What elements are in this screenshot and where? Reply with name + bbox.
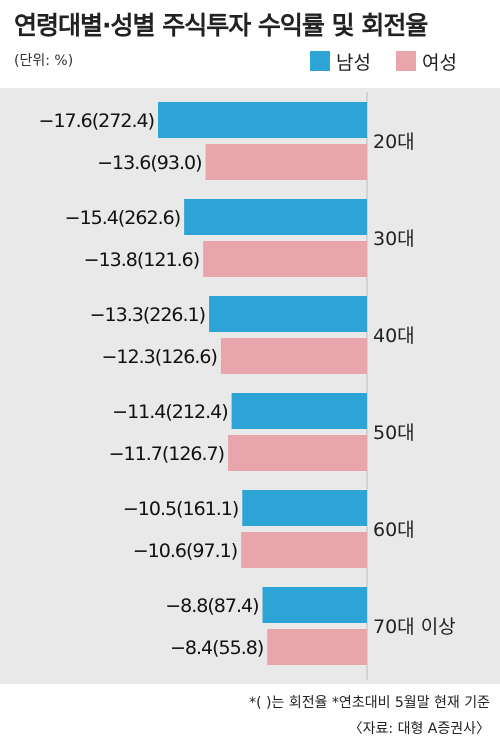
data-label-male-5: −8.8(87.4) xyxy=(165,595,258,617)
bar-female-3 xyxy=(228,435,367,471)
bar-female-5 xyxy=(267,629,367,665)
data-label-female-4: −10.6(97.1) xyxy=(133,540,237,562)
bar-male-2 xyxy=(209,296,367,332)
bar-male-1 xyxy=(184,199,367,235)
bar-female-2 xyxy=(220,338,367,374)
bar-male-5 xyxy=(262,587,367,623)
data-label-female-0: −13.6(93.0) xyxy=(97,152,201,174)
legend-label-female: 여성 xyxy=(422,51,457,74)
data-label-female-1: −13.8(121.6) xyxy=(84,249,199,271)
data-label-female-2: −12.3(126.6) xyxy=(101,346,216,368)
legend-item-male: 남성 xyxy=(310,48,371,74)
source-note: 〈자료: 대형 A증권사〉 xyxy=(348,721,490,737)
footnote: *( )는 회전율 *연초대비 5월말 현재 기준 xyxy=(249,695,490,711)
category-label-0: 20대 xyxy=(373,131,415,153)
legend-label-male: 남성 xyxy=(336,51,371,74)
bar-male-4 xyxy=(242,490,367,526)
legend-item-female: 여성 xyxy=(396,48,457,74)
data-label-male-0: −17.6(272.4) xyxy=(39,110,154,132)
category-label-2: 40대 xyxy=(373,325,415,347)
category-label-4: 60대 xyxy=(373,519,415,541)
category-label-3: 50대 xyxy=(373,422,415,444)
bar-female-1 xyxy=(203,241,367,277)
unit-label: (단위: %) xyxy=(14,53,74,69)
data-label-female-5: −8.4(55.8) xyxy=(170,637,263,659)
data-label-female-3: −11.7(126.7) xyxy=(109,443,224,465)
bar-female-0 xyxy=(205,144,367,180)
header-background xyxy=(0,0,500,88)
chart-title: 연령대별·성별 주식투자 수익률 및 회전율 xyxy=(14,11,428,40)
legend-swatch-male xyxy=(310,51,330,71)
bar-male-0 xyxy=(158,102,367,138)
legend-swatch-female xyxy=(396,51,416,71)
bar-female-4 xyxy=(241,532,367,568)
footer-background xyxy=(0,684,500,749)
category-label-1: 30대 xyxy=(373,228,415,250)
bar-male-3 xyxy=(231,393,367,429)
plot-background xyxy=(0,88,500,684)
data-label-male-3: −11.4(212.4) xyxy=(112,401,227,423)
data-label-male-2: −13.3(226.1) xyxy=(90,304,205,326)
data-label-male-1: −15.4(262.6) xyxy=(65,207,180,229)
category-label-5: 70대 이상 xyxy=(373,616,456,638)
data-label-male-4: −10.5(161.1) xyxy=(123,498,238,520)
